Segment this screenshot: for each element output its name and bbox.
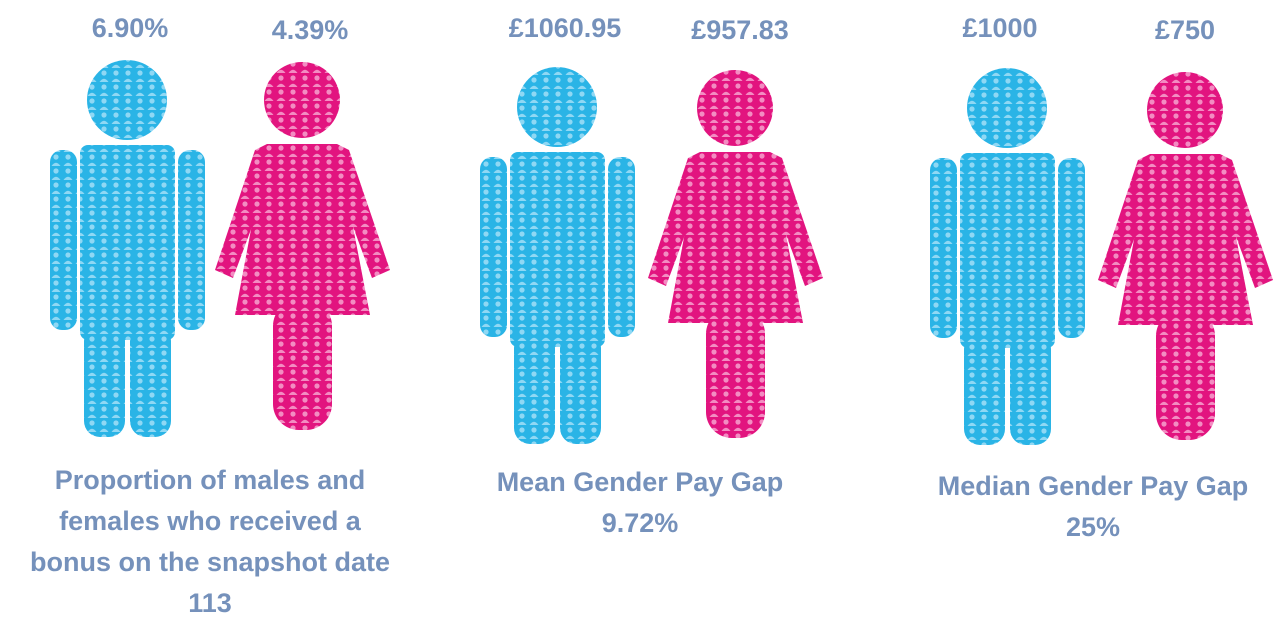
caption-line: Median Gender Pay Gap — [938, 471, 1249, 501]
caption-line: 25% — [1066, 512, 1120, 542]
caption-line: bonus on the snapshot date — [30, 547, 390, 577]
female-label: £957.83 — [691, 15, 789, 45]
male-figure — [50, 60, 205, 437]
figures — [50, 60, 1273, 445]
caption-line: 113 — [188, 588, 232, 618]
female-figure — [648, 70, 823, 438]
caption-line: females who received a — [59, 506, 362, 536]
male-label: £1000 — [962, 13, 1037, 43]
male-figure — [480, 67, 635, 444]
female-figure — [1098, 72, 1273, 440]
male-figure — [930, 68, 1085, 445]
female-label: 4.39% — [272, 15, 349, 45]
caption-line: Proportion of males and — [55, 465, 366, 495]
male-label: £1060.95 — [509, 13, 622, 43]
female-figure — [215, 62, 390, 430]
female-label: £750 — [1155, 15, 1215, 45]
caption-line: 9.72% — [602, 508, 679, 538]
male-label: 6.90% — [92, 13, 169, 43]
caption-line: Mean Gender Pay Gap — [497, 467, 784, 497]
